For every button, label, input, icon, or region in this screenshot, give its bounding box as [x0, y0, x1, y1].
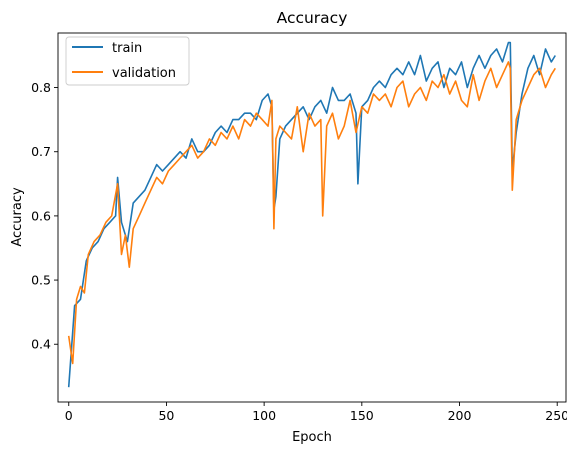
legend: train validation — [65, 36, 190, 86]
y-tick-label: 0.6 — [31, 208, 51, 223]
series-line-train — [67, 41, 556, 388]
y-tick-label: 0.5 — [31, 273, 51, 288]
legend-train-label: train — [112, 41, 142, 56]
x-tick-label: 150 — [350, 408, 374, 423]
y-tick-label: 0.7 — [31, 144, 51, 159]
y-tick-label: 0.8 — [31, 80, 51, 95]
y-axis-label: Accuracy — [10, 187, 25, 247]
x-tick-label: 100 — [252, 408, 276, 423]
x-tick-label: 200 — [448, 408, 472, 423]
x-tick-label: 50 — [158, 408, 174, 423]
x-tick-label: 0 — [65, 408, 73, 423]
legend-validation-label: validation — [112, 66, 176, 81]
chart-title: Accuracy — [277, 9, 348, 27]
x-axis-label: Epoch — [292, 430, 332, 445]
y-tick-label: 0.4 — [31, 337, 51, 352]
x-tick-label: 250 — [545, 408, 567, 423]
plot-frame — [57, 32, 567, 403]
series-line-validation — [67, 61, 556, 365]
